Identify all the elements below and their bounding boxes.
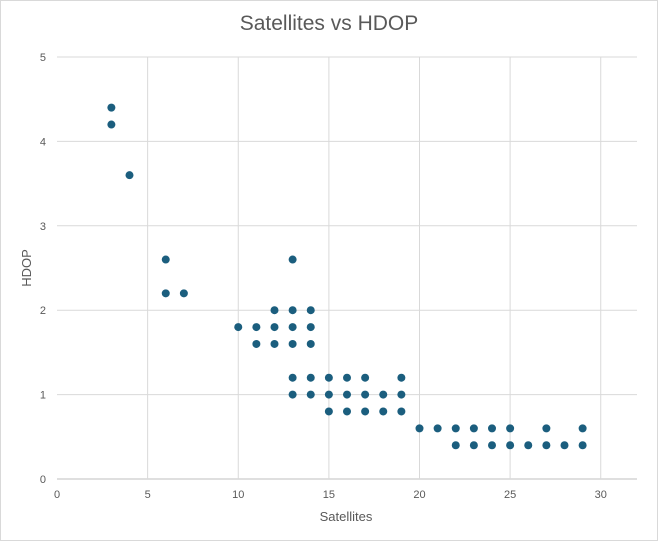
data-point xyxy=(179,289,188,298)
x-tick-label: 20 xyxy=(413,489,425,501)
y-tick-label: 5 xyxy=(40,52,46,64)
data-point xyxy=(306,373,315,382)
data-point xyxy=(288,323,297,332)
data-point xyxy=(542,424,551,433)
data-point xyxy=(343,373,351,382)
data-point xyxy=(361,407,370,416)
data-point xyxy=(288,306,297,315)
data-point xyxy=(560,441,569,450)
y-tick-label: 1 xyxy=(40,390,46,402)
data-point xyxy=(578,424,587,433)
x-tick-label: 0 xyxy=(54,489,60,501)
data-point xyxy=(379,407,388,416)
data-point xyxy=(252,339,261,348)
data-point xyxy=(252,323,261,332)
gridlines xyxy=(57,56,637,480)
x-tick-label: 5 xyxy=(145,489,151,501)
data-point xyxy=(524,441,533,450)
data-point xyxy=(578,441,587,450)
data-point xyxy=(288,390,297,399)
data-point xyxy=(161,289,170,298)
y-tick-label: 0 xyxy=(40,474,46,486)
x-tick-label: 25 xyxy=(504,489,516,501)
data-point xyxy=(451,424,460,433)
x-tick-label: 30 xyxy=(595,489,607,501)
data-point xyxy=(288,339,297,348)
data-point xyxy=(270,306,279,315)
y-tick-label: 2 xyxy=(40,305,46,317)
y-axis-title: HDOP xyxy=(19,249,34,287)
data-point xyxy=(469,424,478,433)
data-point xyxy=(324,390,333,399)
data-point xyxy=(469,441,478,450)
x-tick-label: 15 xyxy=(323,489,335,501)
data-point xyxy=(324,407,333,416)
data-point xyxy=(324,373,333,382)
data-point xyxy=(306,339,315,348)
data-point xyxy=(288,373,297,382)
data-point xyxy=(397,407,406,416)
data-point xyxy=(506,424,515,433)
data-point xyxy=(107,103,116,112)
data-point xyxy=(107,120,116,129)
data-point xyxy=(379,390,388,399)
data-point xyxy=(361,390,370,399)
data-point xyxy=(488,441,496,450)
y-tick-label: 3 xyxy=(40,221,46,233)
data-point xyxy=(488,424,496,433)
data-points xyxy=(107,103,587,450)
tick-labels: 0 1 2 3 4 5 0 5 10 15 20 25 30 xyxy=(40,52,607,501)
data-point xyxy=(306,323,315,332)
data-point xyxy=(361,373,370,382)
data-point xyxy=(125,171,134,180)
chart-title: Satellites vs HDOP xyxy=(239,12,419,35)
data-point xyxy=(343,390,351,399)
data-point xyxy=(506,441,515,450)
data-point xyxy=(270,339,279,348)
data-point xyxy=(397,373,406,382)
data-point xyxy=(397,390,406,399)
data-point xyxy=(306,306,315,315)
data-point xyxy=(161,255,170,264)
data-point xyxy=(433,424,442,433)
data-point xyxy=(542,441,551,450)
x-tick-label: 10 xyxy=(232,489,244,501)
data-point xyxy=(415,424,424,433)
data-point xyxy=(343,407,351,416)
y-tick-label: 4 xyxy=(40,136,46,148)
data-point xyxy=(306,390,315,399)
data-point xyxy=(288,255,297,264)
x-axis-title: Satellites xyxy=(320,509,373,524)
data-point xyxy=(451,441,460,450)
data-point xyxy=(234,323,243,332)
data-point xyxy=(270,323,279,332)
